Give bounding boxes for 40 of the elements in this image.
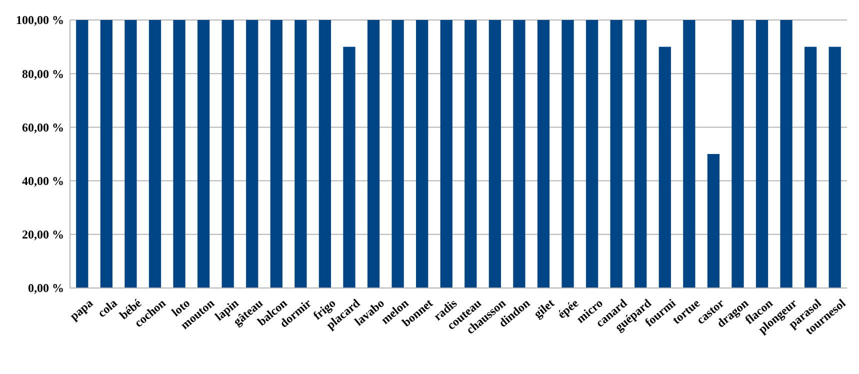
y-tick-label: 80,00 % [22,66,64,81]
bar [610,20,622,288]
bar [634,20,647,288]
bar [124,20,137,288]
bar [804,46,817,288]
bar [440,20,452,288]
bar [464,20,477,288]
y-tick-label: 60,00 % [22,120,64,134]
bar [513,20,526,288]
bar [562,20,574,288]
bar [173,20,186,288]
bar [707,154,720,288]
bar [828,46,841,288]
bar [416,20,428,288]
bar [148,20,162,288]
bar [537,20,550,288]
x-tick-label: cola [94,296,120,320]
bar [732,20,744,288]
bar [76,20,88,288]
bar [780,20,792,288]
bar [683,20,696,288]
y-tick-label: 40,00 % [22,174,64,188]
bar [100,20,112,288]
bar [270,20,282,288]
bar [392,20,404,288]
y-tick-label: 20,00 % [22,228,64,242]
bar [222,20,234,288]
y-tick-label: 100,00 % [16,13,64,28]
bar [756,20,768,288]
bar [246,20,258,288]
bar [658,46,671,288]
x-tick-label: gilet [530,296,557,321]
bar [367,20,380,288]
bar [197,20,210,288]
bar [343,46,356,288]
bar [488,20,501,288]
bar [318,20,332,288]
y-tick-label: 0,00 % [28,281,64,296]
bar [586,20,598,288]
bar [294,20,307,288]
